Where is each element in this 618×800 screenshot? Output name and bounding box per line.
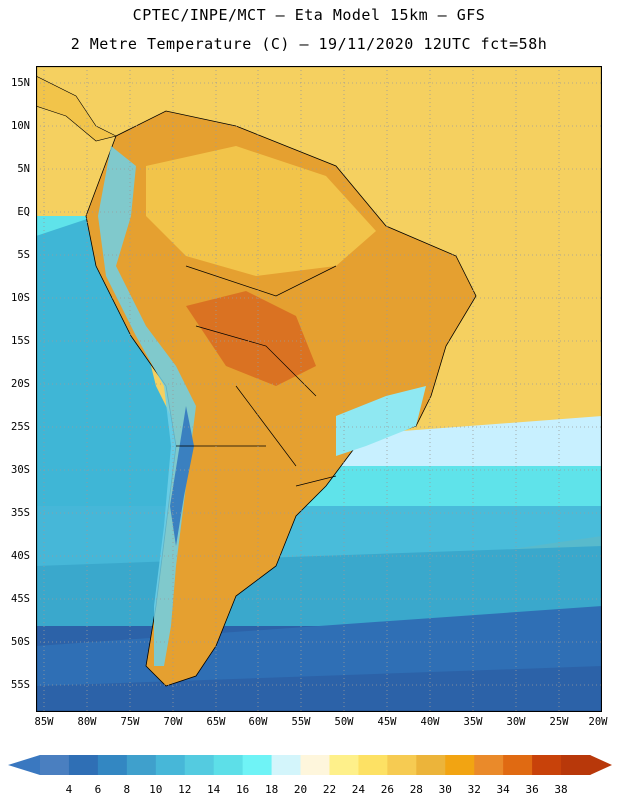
- lon-label: 85W: [29, 716, 59, 728]
- lon-label: 60W: [243, 716, 273, 728]
- lon-label: 80W: [72, 716, 102, 728]
- color-scale-label: 34: [493, 783, 513, 796]
- color-scale-label: 10: [146, 783, 166, 796]
- color-scale-label: 18: [262, 783, 282, 796]
- lat-label: 50S: [6, 636, 30, 648]
- lat-label: 40S: [6, 550, 30, 562]
- color-scale-swatch: [445, 755, 474, 775]
- color-scale-label: 30: [435, 783, 455, 796]
- color-scale-high-arrow: [590, 755, 612, 775]
- color-scale-label: 22: [319, 783, 339, 796]
- color-scale-swatch: [358, 755, 387, 775]
- lat-label: 10S: [6, 292, 30, 304]
- lon-label: 40W: [415, 716, 445, 728]
- lon-label: 50W: [329, 716, 359, 728]
- color-scale-label: 36: [522, 783, 542, 796]
- lon-label: 65W: [201, 716, 231, 728]
- lon-label: 75W: [115, 716, 145, 728]
- map-title-line-2: 2 Metre Temperature (C) – 19/11/2020 12U…: [0, 35, 618, 53]
- lat-label: EQ: [6, 206, 30, 218]
- lon-label: 35W: [458, 716, 488, 728]
- color-scale-swatch: [156, 755, 185, 775]
- map-title-line-1: CPTEC/INPE/MCT – Eta Model 15km – GFS: [0, 6, 618, 24]
- color-scale-label: 6: [88, 783, 108, 796]
- color-scale-swatch: [387, 755, 416, 775]
- lat-label: 5S: [6, 249, 30, 261]
- temperature-map: [36, 66, 602, 712]
- lat-label: 10N: [6, 120, 30, 132]
- color-scale-label: 24: [348, 783, 368, 796]
- lon-label: 25W: [544, 716, 574, 728]
- color-scale-label: 12: [175, 783, 195, 796]
- lat-label: 35S: [6, 507, 30, 519]
- color-scale-swatch: [214, 755, 243, 775]
- color-scale-swatch: [243, 755, 272, 775]
- lon-label: 45W: [372, 716, 402, 728]
- color-scale-label: 28: [406, 783, 426, 796]
- color-scale-swatch: [416, 755, 445, 775]
- lon-label: 20W: [583, 716, 613, 728]
- color-scale-swatch: [127, 755, 156, 775]
- lon-label: 70W: [158, 716, 188, 728]
- lat-label: 30S: [6, 464, 30, 476]
- map-panel: [36, 66, 602, 712]
- lon-label: 55W: [286, 716, 316, 728]
- color-scale-swatch: [503, 755, 532, 775]
- lat-label: 25S: [6, 421, 30, 433]
- color-scale-swatch: [69, 755, 98, 775]
- color-scale-label: 14: [204, 783, 224, 796]
- lat-label: 15S: [6, 335, 30, 347]
- color-scale-swatch: [301, 755, 330, 775]
- lat-label: 45S: [6, 593, 30, 605]
- lat-label: 5N: [6, 163, 30, 175]
- color-scale-label: 4: [59, 783, 79, 796]
- color-scale-swatch: [329, 755, 358, 775]
- color-scale-label: 38: [551, 783, 571, 796]
- color-scale-swatch: [272, 755, 301, 775]
- color-scale-swatch: [474, 755, 503, 775]
- color-scale-swatch: [40, 755, 69, 775]
- color-scale-low-arrow: [8, 755, 40, 775]
- lon-label: 30W: [501, 716, 531, 728]
- color-scale-label: 16: [233, 783, 253, 796]
- color-scale-label: 8: [117, 783, 137, 796]
- color-scale-label: 20: [291, 783, 311, 796]
- color-scale-swatch: [561, 755, 590, 775]
- color-scale-swatch: [185, 755, 214, 775]
- color-scale-swatch: [532, 755, 561, 775]
- color-scale-label: 32: [464, 783, 484, 796]
- color-scale-swatch: [98, 755, 127, 775]
- color-scale-label: 26: [377, 783, 397, 796]
- lat-label: 55S: [6, 679, 30, 691]
- lat-label: 15N: [6, 77, 30, 89]
- lat-label: 20S: [6, 378, 30, 390]
